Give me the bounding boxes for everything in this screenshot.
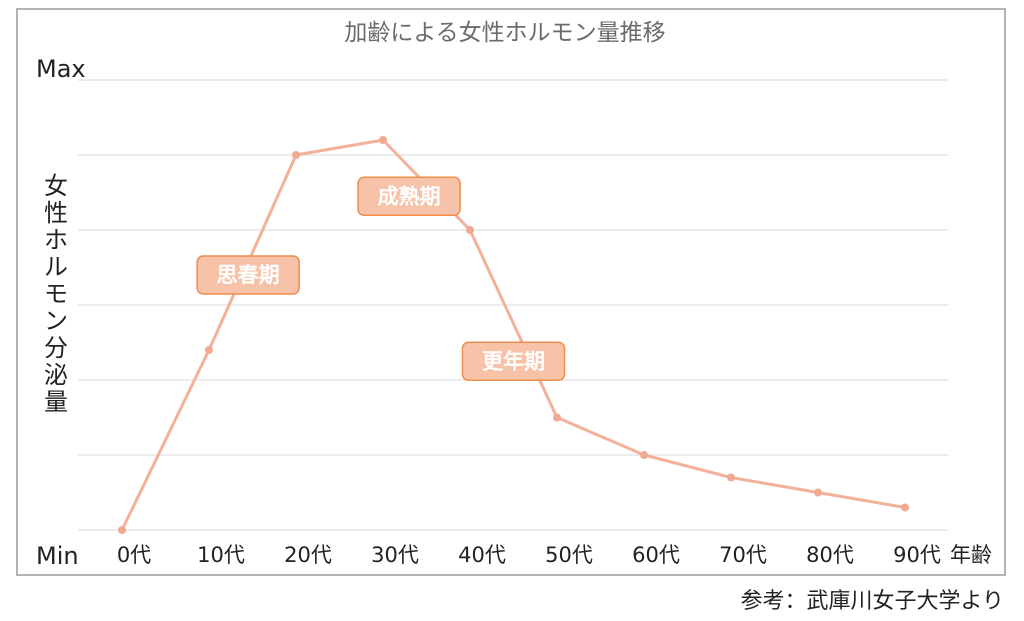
x-tick-label: 10代 <box>197 543 245 567</box>
chart-title: 加齢による女性ホルモン量推移 <box>344 20 665 46</box>
annotation-box <box>196 255 300 295</box>
annotation-label: 更年期 <box>461 341 566 381</box>
data-point <box>379 136 387 144</box>
annotation-label: 成熟期 <box>357 176 461 216</box>
y-tick-max: Max <box>36 55 86 83</box>
data-point <box>727 473 735 482</box>
x-tick-label: 40代 <box>458 543 506 567</box>
annotation-label: 思春期 <box>196 255 300 295</box>
data-point <box>901 503 909 512</box>
x-tick-label: 90代 <box>893 543 941 567</box>
y-tick-min: Min <box>36 542 79 570</box>
data-point <box>553 413 561 422</box>
annotation-box <box>461 341 566 381</box>
data-point <box>292 151 300 159</box>
x-tick-label: 20代 <box>284 543 332 567</box>
x-axis-label: 年齢 <box>950 543 992 567</box>
x-tick-label: 30代 <box>371 543 419 567</box>
data-point <box>640 451 648 459</box>
series-line <box>120 138 906 531</box>
annotation-text: 思春期 <box>217 263 280 287</box>
data-point <box>814 488 822 497</box>
x-tick-label: 50代 <box>545 543 593 567</box>
source-note: 参考：武庫川女子大学より <box>740 589 1004 614</box>
data-point <box>118 526 126 534</box>
x-tick-label: 80代 <box>806 543 854 567</box>
annotation-text: 成熟期 <box>378 184 441 208</box>
x-tick-label: 0代 <box>117 543 151 567</box>
annotation-text: 更年期 <box>482 349 545 373</box>
data-point <box>466 226 474 234</box>
data-point <box>205 346 213 354</box>
y-axis-label: 女性ホルモン分泌量 <box>44 172 68 416</box>
line-chart: 加齢による女性ホルモン量推移 Max Min 女性ホルモン分泌量 年齢 0代 10… <box>36 20 992 570</box>
x-tick-label: 60代 <box>632 543 680 567</box>
annotation-box <box>357 176 461 216</box>
x-tick-label: 70代 <box>719 543 767 567</box>
chart-frame: 加齢による女性ホルモン量推移 Max Min 女性ホルモン分泌量 年齢 0代 10… <box>16 8 1006 576</box>
